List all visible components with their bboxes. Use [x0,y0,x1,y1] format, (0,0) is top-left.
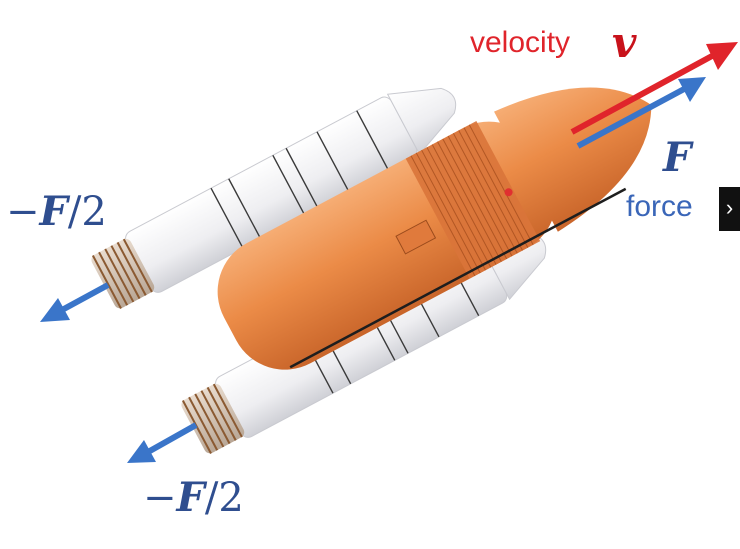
force-label: force [626,190,693,223]
velocity-arrow [570,42,738,135]
external-tank [217,87,652,370]
upper-booster-nozzle [91,238,155,309]
left-reaction-label: −F/2 [6,188,107,235]
upper-booster [91,87,457,309]
lower-reaction-arrow [127,422,198,463]
chevron-right-icon: › [725,195,734,220]
force-arrow [576,77,706,149]
upper-reaction-arrow [40,282,110,322]
left-reaction-minus: − [6,189,40,235]
velocity-label: velocity [470,26,571,59]
bottom-reaction-label: −F/2 [143,474,244,521]
bottom-reaction-minus: − [143,475,177,521]
left-reaction-rest: /2 [67,189,107,235]
next-slide-button[interactable]: › [719,187,740,231]
lower-booster-nozzle [181,383,245,454]
bottom-reaction-symbol: F [176,474,205,521]
velocity-symbol: v [612,18,637,67]
force-symbol: F [663,134,692,181]
left-reaction-symbol: F [39,188,68,235]
intertank-section [405,121,541,279]
bottom-reaction-rest: /2 [204,475,244,521]
